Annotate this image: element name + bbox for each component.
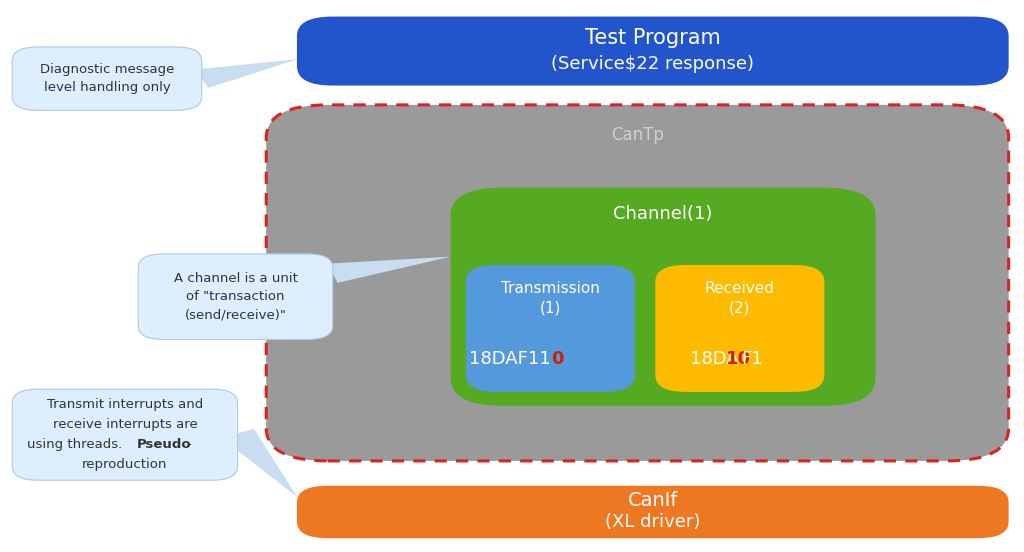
Text: Channel(1): Channel(1): [613, 205, 713, 224]
FancyBboxPatch shape: [12, 47, 202, 110]
FancyBboxPatch shape: [466, 265, 635, 392]
Text: receive interrupts are: receive interrupts are: [52, 418, 198, 431]
Text: 10: 10: [726, 350, 752, 368]
FancyBboxPatch shape: [266, 105, 1009, 461]
FancyBboxPatch shape: [451, 188, 876, 406]
Text: (1): (1): [540, 300, 561, 316]
FancyBboxPatch shape: [297, 486, 1009, 538]
Text: A channel is a unit
of "transaction
(send/receive)": A channel is a unit of "transaction (sen…: [174, 272, 297, 321]
FancyBboxPatch shape: [12, 389, 238, 480]
FancyBboxPatch shape: [655, 265, 824, 392]
Polygon shape: [221, 429, 297, 497]
Text: CanIf: CanIf: [628, 491, 678, 511]
Text: Pseudo: Pseudo: [137, 438, 191, 451]
Text: Test Program: Test Program: [585, 28, 721, 48]
Text: 18DAF11: 18DAF11: [469, 350, 551, 368]
Text: -: -: [186, 438, 191, 451]
Text: Transmission: Transmission: [501, 280, 600, 296]
Text: using threads.: using threads.: [27, 438, 126, 451]
FancyBboxPatch shape: [297, 17, 1009, 86]
Text: (XL driver): (XL driver): [605, 513, 700, 531]
FancyBboxPatch shape: [138, 254, 333, 339]
Text: CanTp: CanTp: [611, 126, 664, 144]
Text: 0: 0: [551, 350, 564, 368]
Text: (Service$22 response): (Service$22 response): [551, 55, 755, 73]
Text: 18DA: 18DA: [690, 350, 739, 368]
Text: (2): (2): [729, 300, 751, 316]
Text: Received: Received: [705, 280, 775, 296]
Text: Transmit interrupts and: Transmit interrupts and: [47, 398, 203, 411]
Polygon shape: [328, 257, 451, 283]
Text: reproduction: reproduction: [82, 458, 168, 471]
Text: Diagnostic message
level handling only: Diagnostic message level handling only: [40, 63, 174, 94]
Text: F1: F1: [741, 350, 763, 368]
Polygon shape: [196, 60, 297, 88]
